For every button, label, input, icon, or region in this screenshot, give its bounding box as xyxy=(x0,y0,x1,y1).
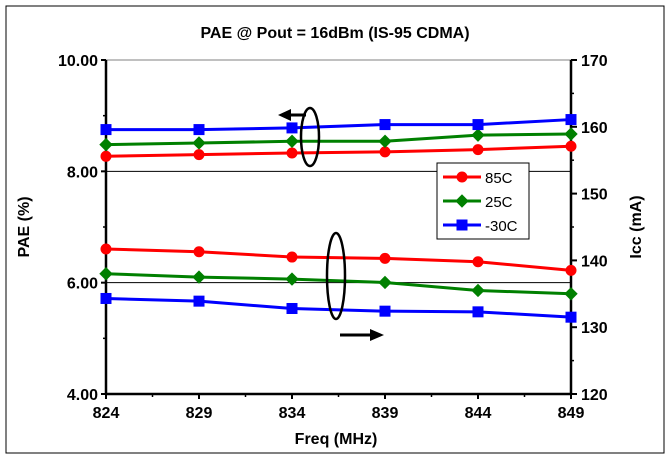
legend-label: 25C xyxy=(485,194,513,211)
data-point-85C-icc xyxy=(100,243,112,255)
data-point-25C-pae xyxy=(285,134,299,148)
x-axis-label: Freq (MHz) xyxy=(295,431,378,448)
data-point-30C-icc xyxy=(565,311,577,323)
group-ellipse-lower xyxy=(325,231,347,321)
y-tick-label: 4.00 xyxy=(67,387,98,404)
series-group xyxy=(99,114,578,323)
y-tick-label: 8.00 xyxy=(67,164,98,181)
legend-marker xyxy=(456,219,468,231)
y2-tick-label: 130 xyxy=(581,320,608,337)
y2-tick-label: 150 xyxy=(581,187,608,204)
data-point-25C-icc xyxy=(378,275,392,290)
x-tick-label: 839 xyxy=(372,405,399,422)
series-line-30C-pae xyxy=(106,118,572,132)
data-point-85C-icc xyxy=(193,246,205,258)
data-point-30C-pae xyxy=(286,122,298,134)
series-line-30C-icc xyxy=(105,296,572,319)
data-point-30C-pae xyxy=(379,119,391,131)
y-tick-label: 6.00 xyxy=(67,276,98,293)
x-tick-label: 829 xyxy=(186,405,213,422)
data-point-30C-icc xyxy=(379,305,391,317)
data-point-25C-icc xyxy=(192,270,206,284)
data-point-30C-pae xyxy=(565,114,577,126)
legend-marker xyxy=(456,171,468,183)
y2-tick-label: 170 xyxy=(581,53,608,70)
data-point-85C-pae xyxy=(100,150,112,162)
data-point-25C-icc xyxy=(564,287,578,301)
data-point-25C-pae xyxy=(99,137,113,152)
data-point-85C-icc xyxy=(379,252,391,264)
chart-title: PAE @ Pout = 16dBm (IS-95 CDMA) xyxy=(200,25,469,42)
data-point-25C-icc xyxy=(285,272,299,286)
data-point-85C-icc xyxy=(286,251,298,263)
data-point-85C-pae xyxy=(286,147,298,159)
legend-label: -30C xyxy=(485,218,518,235)
y2-axis-label: Icc (mA) xyxy=(628,195,645,258)
arrow-right-head xyxy=(370,329,384,341)
x-tick-label: 834 xyxy=(279,405,306,422)
x-tick-label: 844 xyxy=(465,405,492,422)
data-point-25C-pae xyxy=(192,136,206,150)
series-line-25C-icc xyxy=(105,272,572,296)
y2-tick-label: 120 xyxy=(581,387,608,404)
data-point-30C-pae xyxy=(193,124,205,136)
legend: 85C 25C -30C xyxy=(436,162,530,240)
data-point-25C-icc xyxy=(471,283,485,298)
y-axis-label: PAE (%) xyxy=(16,196,33,257)
annotations xyxy=(278,106,384,341)
y2-tick-label: 140 xyxy=(581,253,608,270)
data-point-30C-pae xyxy=(100,124,112,136)
data-point-85C-pae xyxy=(565,140,577,152)
x-tick-label: 849 xyxy=(558,405,585,422)
data-point-25C-icc xyxy=(99,267,113,281)
y-tick-label: 10.00 xyxy=(58,53,98,70)
y2-tick-label: 160 xyxy=(581,120,608,137)
series-line-85C-icc xyxy=(105,247,572,272)
data-point-30C-icc xyxy=(100,292,112,304)
chart-frame xyxy=(5,5,665,454)
series-line-85C-pae xyxy=(105,144,572,158)
data-point-85C-icc xyxy=(565,264,577,276)
data-point-30C-pae xyxy=(472,119,484,131)
data-point-25C-pae xyxy=(564,127,578,141)
data-point-30C-icc xyxy=(193,295,205,307)
data-point-25C-pae xyxy=(378,134,392,148)
group-ellipse-upper xyxy=(299,106,321,168)
data-point-30C-icc xyxy=(286,302,298,314)
axes: 4.00 6.00 8.00 10.00 120 130 140 150 160 170 824 82… xyxy=(58,53,608,422)
data-point-85C-pae xyxy=(193,149,205,161)
series-line-25C-pae xyxy=(105,132,572,147)
data-point-85C-pae xyxy=(472,144,484,156)
legend-label: 85C xyxy=(485,170,513,187)
x-tick-label: 824 xyxy=(93,405,120,422)
legend-marker xyxy=(455,194,469,208)
data-point-30C-icc xyxy=(472,306,484,318)
data-point-85C-pae xyxy=(379,146,391,158)
data-point-25C-pae xyxy=(471,128,485,142)
data-point-85C-icc xyxy=(472,256,484,268)
arrow-left-head xyxy=(278,109,291,121)
